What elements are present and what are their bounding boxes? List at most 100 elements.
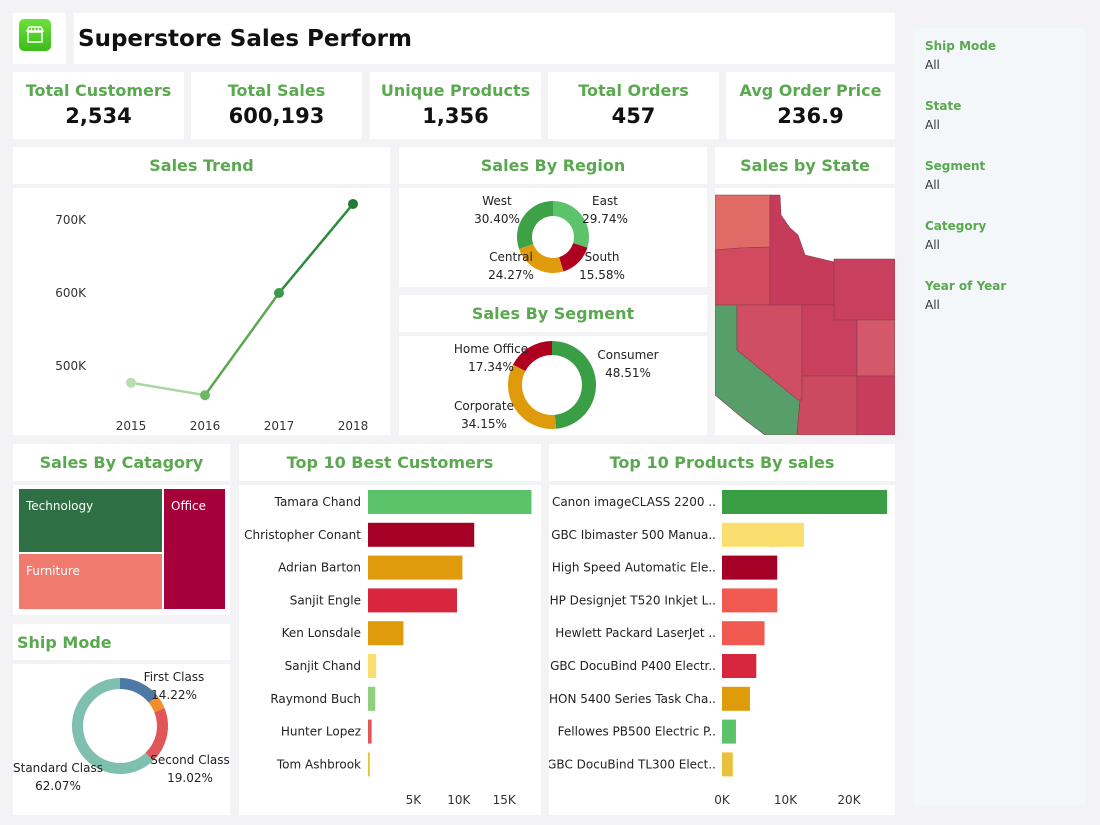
filter-category[interactable]: Category All bbox=[925, 219, 986, 252]
kpi-card: Avg Order Price 236.9 bbox=[726, 72, 895, 139]
top-products-chart: Canon imageCLASS 2200 .. GBC Ibimaster 50… bbox=[547, 485, 895, 815]
trend-point[interactable] bbox=[126, 377, 136, 388]
state-washington bbox=[714, 194, 771, 251]
bar[interactable] bbox=[722, 522, 804, 547]
bar[interactable] bbox=[368, 752, 370, 777]
trend-point[interactable] bbox=[274, 288, 284, 298]
donut-slice[interactable] bbox=[519, 243, 564, 273]
sales-trend-title: Sales Trend bbox=[13, 147, 390, 184]
slice-label: East bbox=[592, 194, 618, 208]
slice-pct: 24.27% bbox=[488, 268, 534, 282]
donut-slice[interactable] bbox=[552, 341, 596, 429]
x-tick-label: 2018 bbox=[338, 419, 369, 433]
x-tick-label: 5K bbox=[406, 793, 423, 807]
kpi-value: 2,534 bbox=[65, 104, 132, 128]
filter-label: Ship Mode bbox=[925, 39, 996, 53]
bar[interactable] bbox=[722, 555, 778, 580]
donut-slice[interactable] bbox=[148, 695, 165, 713]
sales-category-title: Sales By Catagory bbox=[13, 444, 230, 481]
donut-slice[interactable] bbox=[512, 341, 552, 372]
slice-label: Standard Class bbox=[13, 761, 103, 775]
filter-label: Category bbox=[925, 219, 987, 233]
donut-slice[interactable] bbox=[553, 201, 589, 248]
bar[interactable] bbox=[368, 621, 404, 646]
filter-value-dropdown[interactable]: All bbox=[925, 238, 940, 252]
slice-label: Central bbox=[489, 250, 533, 264]
slice-pct: 29.74% bbox=[582, 212, 628, 226]
x-tick-label: 15K bbox=[493, 793, 517, 807]
bar[interactable] bbox=[368, 588, 457, 613]
kpi-label: Total Orders bbox=[578, 81, 689, 100]
filter-label: State bbox=[925, 99, 962, 113]
ship-mode-title: Ship Mode bbox=[13, 624, 230, 660]
kpi-card: Total Customers 2,534 bbox=[13, 72, 184, 139]
donut-slice[interactable] bbox=[120, 678, 158, 703]
bar-label: Ken Lonsdale bbox=[282, 626, 361, 640]
sales-region-chart: East 29.74% South 15.58% Central 24.27% West 30… bbox=[399, 188, 707, 287]
bar[interactable] bbox=[368, 686, 376, 711]
filter-value-dropdown[interactable]: All bbox=[925, 58, 940, 72]
bar[interactable] bbox=[722, 752, 733, 777]
filter-value-dropdown[interactable]: All bbox=[925, 178, 940, 192]
ship-mode-chart: First Class 14.22% Second Class 19.02% Stand… bbox=[13, 664, 230, 815]
bar-label: Hewlett Packard LaserJet .. bbox=[555, 626, 716, 640]
bar[interactable] bbox=[722, 686, 750, 711]
slice-label: Consumer bbox=[597, 348, 658, 362]
bar[interactable] bbox=[722, 654, 757, 678]
sales-region-title: Sales By Region bbox=[399, 147, 707, 184]
filter-value-dropdown[interactable]: All bbox=[925, 118, 940, 132]
title-box: Superstore Sales Perform bbox=[74, 13, 895, 64]
treemap-furniture[interactable]: Furniture bbox=[18, 553, 163, 610]
donut-slice[interactable] bbox=[508, 364, 557, 429]
donut-slice[interactable] bbox=[71, 678, 154, 774]
sales-state-map[interactable] bbox=[714, 188, 896, 436]
kpi-value: 457 bbox=[611, 104, 656, 128]
trend-point[interactable] bbox=[200, 390, 210, 401]
bar[interactable] bbox=[368, 555, 463, 580]
bar-label: HP Designjet T520 Inkjet L.. bbox=[550, 593, 716, 607]
bar-label: HON 5400 Series Task Cha.. bbox=[549, 692, 716, 706]
slice-label: West bbox=[482, 194, 512, 208]
donut-slice[interactable] bbox=[559, 243, 588, 272]
kpi-value: 236.9 bbox=[777, 104, 844, 128]
sales-category-treemap: Technology Furniture Office bbox=[13, 485, 230, 615]
trend-line-segment bbox=[203, 292, 281, 396]
donut-slice[interactable] bbox=[145, 708, 168, 761]
bar[interactable] bbox=[368, 654, 377, 678]
filter-state[interactable]: State All bbox=[925, 99, 961, 132]
bar[interactable] bbox=[722, 588, 778, 613]
treemap-office[interactable]: Office bbox=[163, 488, 226, 610]
bar[interactable] bbox=[368, 522, 475, 547]
sales-state-title: Sales by State bbox=[715, 147, 895, 184]
bar[interactable] bbox=[368, 719, 372, 744]
bar-label: Hunter Lopez bbox=[281, 725, 361, 739]
filter-label: Segment bbox=[925, 159, 986, 173]
trend-point[interactable] bbox=[348, 198, 358, 209]
bar-label: Raymond Buch bbox=[270, 692, 361, 706]
y-tick-label: 500K bbox=[55, 359, 87, 373]
bar[interactable] bbox=[368, 490, 532, 514]
slice-label: South bbox=[585, 250, 620, 264]
page-title: Superstore Sales Perform bbox=[78, 25, 412, 52]
bar-label: Canon imageCLASS 2200 .. bbox=[552, 495, 716, 509]
filter-value-dropdown[interactable]: All bbox=[925, 298, 940, 312]
top-products-title: Top 10 Products By sales bbox=[549, 444, 895, 481]
bar[interactable] bbox=[722, 621, 765, 646]
treemap-technology[interactable]: Technology bbox=[18, 488, 163, 553]
slice-pct: 14.22% bbox=[151, 688, 197, 702]
slice-pct: 17.34% bbox=[468, 360, 514, 374]
filter-year-of-year[interactable]: Year of Year All bbox=[925, 279, 1006, 312]
slice-pct: 15.58% bbox=[579, 268, 625, 282]
filter-segment[interactable]: Segment All bbox=[925, 159, 985, 192]
filter-ship-mode[interactable]: Ship Mode All bbox=[925, 39, 996, 72]
bar[interactable] bbox=[722, 490, 888, 514]
slice-pct: 34.15% bbox=[461, 417, 507, 431]
kpi-label: Total Customers bbox=[25, 81, 172, 100]
donut-slice[interactable] bbox=[517, 201, 553, 249]
slice-pct: 19.02% bbox=[167, 771, 213, 785]
bar-label: Christopher Conant bbox=[244, 528, 361, 542]
kpi-card: Total Orders 457 bbox=[548, 72, 719, 139]
bar[interactable] bbox=[722, 719, 736, 744]
kpi-label: Unique Products bbox=[380, 81, 531, 100]
slice-label: First Class bbox=[144, 670, 205, 684]
